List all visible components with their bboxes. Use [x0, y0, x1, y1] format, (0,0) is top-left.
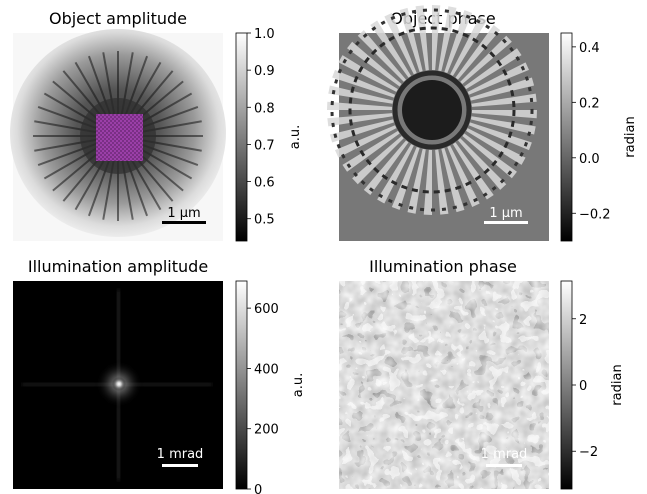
colorbar-tick-label: −2 [579, 445, 598, 460]
colorbar-tick-label: 0 [254, 483, 262, 494]
scan-region-highlight [96, 114, 143, 161]
colorbar-object-amplitude: 1.0 0.9 0.8 0.7 0.6 0.5 a.u. [236, 27, 303, 241]
panel-title-illumination-phase: Illumination phase [369, 257, 517, 276]
colorbar-tick-label: 200 [254, 423, 279, 438]
object-amplitude-scalebar-label: 1 µm [167, 206, 200, 221]
colorbar-tick-label: 0.5 [254, 213, 275, 228]
object-phase-scalebar-label: 1 µm [489, 206, 522, 221]
colorbar-tick-label: 400 [254, 362, 279, 377]
colorbar-tick-label: −0.2 [579, 207, 611, 222]
colorbar-tick-label: 0.2 [579, 96, 600, 111]
colorbar-tick-label: 2 [579, 313, 587, 328]
illumination-phase-scalebar-label: 1 mrad [481, 447, 528, 462]
illumination-amplitude-scalebar-label: 1 mrad [157, 447, 204, 462]
colorbar-tick-label: 0 [579, 379, 587, 394]
colorbar-tick-label: 600 [254, 302, 279, 317]
colorbar-label-object-amplitude: a.u. [288, 125, 303, 149]
colorbar-label-illumination-phase: radian [610, 364, 625, 405]
colorbar-object-phase: 0.4 0.2 0.0 −0.2 radian [561, 33, 638, 241]
colorbar-tick-label: 0.4 [579, 41, 600, 56]
panel-title-illumination-amplitude: Illumination amplitude [28, 257, 208, 276]
colorbar-tick-label: 0.8 [254, 101, 275, 116]
colorbar-tick-label: 0.9 [254, 64, 275, 79]
colorbar-label-object-phase: radian [623, 116, 638, 157]
colorbar-illumination-amplitude: 600 400 200 0 a.u. [236, 281, 306, 494]
illumination-amplitude-scalebar: 1 mrad [157, 447, 204, 467]
object-phase-scalebar: 1 µm [484, 206, 528, 224]
illumination-phase-scalebar: 1 mrad [481, 447, 528, 467]
colorbar-label-illumination-amplitude: a.u. [291, 373, 306, 397]
colorbar-tick-label: 0.0 [579, 152, 600, 167]
colorbar-tick-label: 1.0 [254, 27, 275, 42]
panel-title-object-amplitude: Object amplitude [49, 9, 187, 28]
object-amplitude-scalebar: 1 µm [162, 206, 206, 224]
colorbar-tick-label: 0.6 [254, 176, 275, 191]
colorbar-illumination-phase: 2 0 −2 radian [561, 281, 625, 489]
colorbar-tick-label: 0.7 [254, 138, 275, 153]
